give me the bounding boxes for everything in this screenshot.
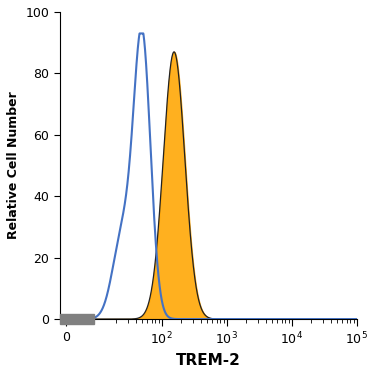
Bar bbox=[60, 315, 94, 324]
X-axis label: TREM-2: TREM-2 bbox=[176, 353, 241, 368]
Y-axis label: Relative Cell Number: Relative Cell Number bbox=[7, 92, 20, 239]
